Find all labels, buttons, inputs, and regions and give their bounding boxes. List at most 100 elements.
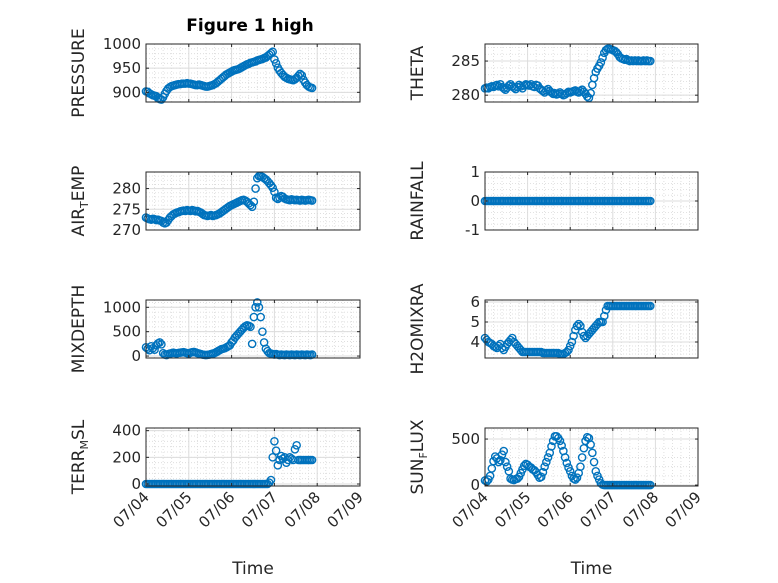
data-point: [562, 458, 572, 468]
y-tick-label: 400: [112, 422, 141, 440]
data-point: [572, 473, 582, 483]
data-point: [536, 472, 546, 482]
axes-frame: [484, 43, 699, 103]
series-markers: [141, 437, 317, 489]
data-point: [307, 196, 317, 205]
data-point: [270, 187, 279, 197]
data-point: [155, 338, 164, 347]
data-point: [297, 71, 307, 80]
data-point: [266, 48, 276, 58]
data-point: [645, 301, 655, 311]
y-axis-label: TERRMSL: [69, 419, 91, 495]
data-point: [251, 184, 260, 193]
data-point: [256, 312, 266, 322]
data-point: [557, 441, 566, 450]
y-axis-label: THETA: [408, 45, 428, 101]
data-point: [247, 339, 257, 349]
data-point: [249, 197, 259, 207]
y-axis-label: AIRTEMP: [69, 166, 91, 237]
data-point: [572, 321, 582, 331]
data-point: [290, 445, 300, 454]
data-point: [586, 88, 595, 98]
data-point: [157, 340, 166, 349]
y-tick-label: 0: [470, 192, 480, 210]
data-point: [596, 58, 606, 67]
axes-frame: [145, 171, 361, 231]
figure-title: Figure 1 high: [186, 16, 314, 36]
y-tick-label: 6: [470, 293, 480, 311]
y-tick-label: -1: [465, 221, 480, 239]
data-point: [246, 322, 255, 332]
series-markers: [141, 171, 317, 228]
y-axis-label: H2OMIXRA: [408, 283, 428, 374]
grid: [485, 44, 698, 103]
y-tick-label: 0: [131, 475, 141, 493]
data-point: [645, 196, 655, 206]
data-point: [499, 446, 509, 456]
data-point: [574, 319, 584, 329]
data-point: [266, 475, 276, 485]
data-point: [565, 341, 575, 351]
data-point: [591, 466, 601, 476]
axes-background: [485, 44, 698, 102]
x-axis-label: Time: [570, 559, 613, 579]
y-tick-label: 500: [112, 323, 141, 341]
data-point: [598, 317, 607, 327]
subplot-2: 280 285 THETA: [408, 43, 699, 104]
data-point: [564, 345, 573, 355]
y-tick-label: 500: [451, 430, 480, 448]
y-tick-label: 280: [451, 86, 480, 104]
y-axis-label: RAINFALL: [408, 161, 428, 241]
data-point: [270, 437, 279, 446]
data-point: [589, 457, 599, 467]
data-point: [292, 441, 301, 450]
data-point: [542, 86, 551, 95]
series-markers: [480, 44, 655, 103]
data-point: [501, 457, 510, 467]
subplot-6: 4 5 6 H2OMIXRA: [408, 283, 699, 375]
data-point: [560, 453, 570, 462]
data-point: [571, 475, 580, 484]
subplot-1: 900 950 1000 PRESSURE: [69, 28, 361, 118]
data-point: [496, 455, 505, 465]
data-point: [273, 461, 283, 470]
data-point: [252, 298, 262, 307]
data-point: [586, 440, 595, 449]
axes-background: [146, 172, 360, 230]
data-point: [579, 331, 589, 341]
series-markers: [480, 196, 655, 206]
data-point: [645, 56, 655, 66]
data-point: [645, 480, 655, 490]
data-point: [502, 462, 512, 471]
y-tick-label: 280: [112, 180, 141, 198]
axes-frame: [145, 299, 361, 359]
y-tick-label: 4: [470, 333, 480, 351]
data-point: [251, 303, 260, 312]
series-markers: [141, 47, 317, 104]
axes-frame: [145, 43, 361, 103]
data-point: [494, 82, 503, 91]
data-point: [504, 81, 514, 90]
data-point: [540, 462, 549, 471]
y-axis-label: MIXDEPTH: [69, 285, 89, 374]
subplot-3: 270 275 280 AIRTEMP: [69, 166, 361, 239]
y-tick-label: 950: [112, 59, 141, 77]
data-point: [543, 453, 553, 462]
data-point: [555, 436, 565, 446]
data-point: [547, 442, 556, 451]
data-point: [576, 321, 585, 331]
y-tick-label: 200: [112, 448, 141, 466]
grid: [485, 428, 698, 486]
subplot-4: -1 0 1 RAINFALL: [408, 161, 699, 241]
data-point: [150, 345, 159, 355]
data-point: [599, 311, 609, 321]
data-point: [247, 202, 257, 212]
data-point: [577, 453, 587, 462]
y-tick-label: 285: [451, 52, 480, 70]
data-point: [598, 53, 607, 62]
data-point: [538, 467, 548, 477]
axes-background: [146, 44, 360, 102]
data-point: [492, 80, 502, 90]
data-point: [565, 466, 575, 476]
y-tick-label: 5: [470, 313, 480, 331]
